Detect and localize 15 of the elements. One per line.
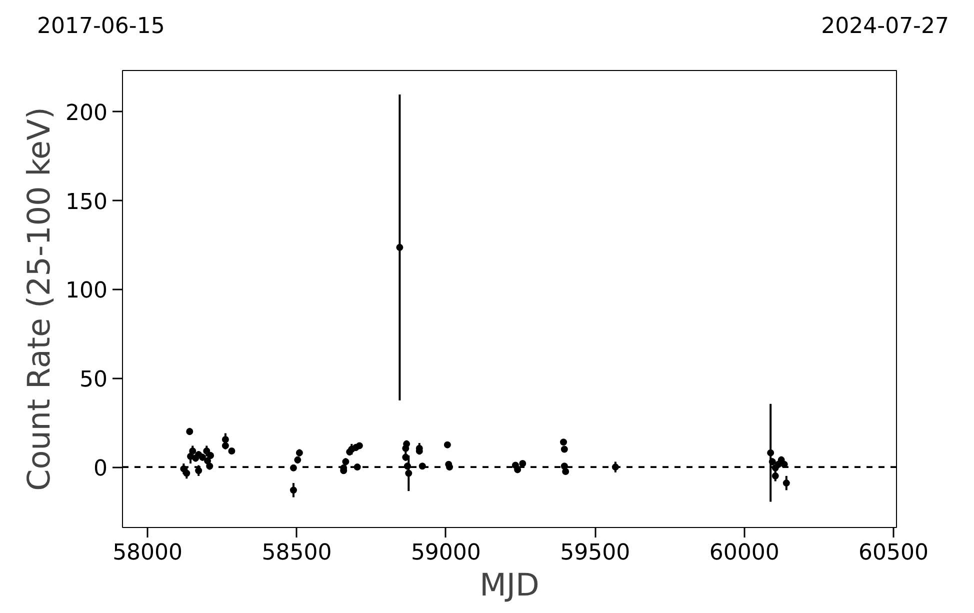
y-tick-label: 150 xyxy=(66,190,108,215)
x-tick-label: 60000 xyxy=(709,540,780,566)
x-tick-label: 60500 xyxy=(858,540,929,566)
x-axis-title: MJD xyxy=(480,568,540,604)
x-tick-label: 58500 xyxy=(262,540,332,566)
x-tick-label: 59000 xyxy=(410,540,481,566)
y-tick-label: 100 xyxy=(66,278,108,304)
y-tick-label: 50 xyxy=(80,368,108,393)
y-tick-label: 200 xyxy=(66,100,108,126)
y-axis-title: Count Rate (25-100 keV) xyxy=(22,107,58,491)
x-tick-label: 59500 xyxy=(560,540,630,566)
text: 2017-06-15 xyxy=(37,13,165,41)
y-tick-label: 0 xyxy=(94,456,108,482)
text: 2024-07-27 xyxy=(821,13,949,41)
x-tick-label: 58000 xyxy=(112,540,183,566)
